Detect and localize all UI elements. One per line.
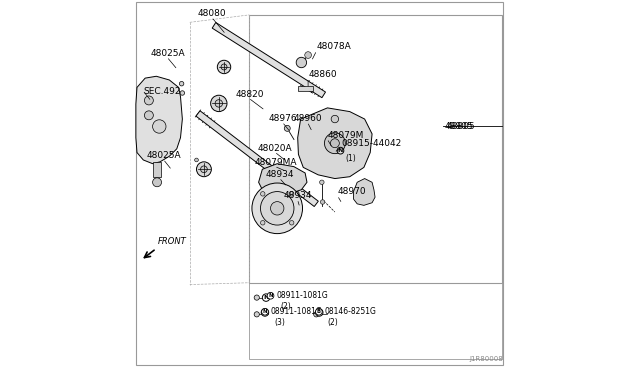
- Circle shape: [152, 120, 166, 133]
- Text: 48805: 48805: [447, 122, 475, 131]
- Text: (2): (2): [280, 302, 291, 311]
- Text: 08915-44042: 08915-44042: [342, 139, 402, 148]
- Polygon shape: [212, 22, 326, 98]
- Circle shape: [196, 162, 211, 177]
- Text: 48970: 48970: [338, 187, 367, 196]
- Circle shape: [262, 308, 268, 315]
- Circle shape: [260, 192, 294, 225]
- Circle shape: [195, 158, 198, 162]
- Circle shape: [145, 111, 154, 120]
- Circle shape: [262, 294, 270, 301]
- Circle shape: [180, 91, 184, 95]
- Text: SEC.492: SEC.492: [143, 87, 181, 96]
- Circle shape: [296, 57, 307, 68]
- Text: 48080: 48080: [198, 9, 227, 18]
- Text: 48805: 48805: [445, 122, 473, 131]
- Circle shape: [211, 95, 227, 112]
- Text: 08146-8251G: 08146-8251G: [324, 307, 376, 316]
- Text: 48976: 48976: [269, 114, 297, 123]
- Circle shape: [260, 192, 265, 196]
- Circle shape: [316, 309, 323, 316]
- Text: 48934: 48934: [266, 170, 294, 179]
- Text: B: B: [317, 310, 322, 315]
- Circle shape: [267, 292, 274, 299]
- Circle shape: [331, 115, 339, 123]
- Circle shape: [330, 139, 339, 148]
- Circle shape: [319, 180, 324, 185]
- Circle shape: [324, 133, 346, 154]
- Bar: [250, 283, 502, 359]
- Circle shape: [305, 52, 312, 58]
- Text: 48025A: 48025A: [150, 49, 185, 58]
- Text: 48820: 48820: [235, 90, 264, 99]
- Circle shape: [271, 202, 284, 215]
- Text: N: N: [268, 293, 273, 298]
- Text: 08911-1081G: 08911-1081G: [271, 307, 323, 316]
- Polygon shape: [298, 108, 372, 179]
- Text: FRONT: FRONT: [158, 237, 187, 246]
- Circle shape: [314, 312, 319, 317]
- Circle shape: [260, 221, 265, 225]
- Text: 48934: 48934: [284, 191, 312, 200]
- Text: 48960: 48960: [293, 114, 322, 123]
- Bar: [298, 86, 312, 91]
- Text: 08911-1081G: 08911-1081G: [276, 291, 328, 300]
- Circle shape: [152, 178, 161, 187]
- Polygon shape: [353, 179, 375, 205]
- Polygon shape: [196, 111, 318, 206]
- Circle shape: [252, 183, 303, 234]
- Circle shape: [289, 192, 294, 196]
- Text: 48079M: 48079M: [328, 131, 364, 140]
- Circle shape: [221, 64, 227, 70]
- Circle shape: [200, 166, 207, 173]
- Polygon shape: [259, 164, 307, 195]
- Text: (1): (1): [346, 154, 356, 163]
- Text: N: N: [264, 295, 269, 300]
- Text: 48079MA: 48079MA: [254, 158, 296, 167]
- Circle shape: [284, 125, 291, 131]
- Text: 48020A: 48020A: [258, 144, 292, 153]
- Text: 48860: 48860: [308, 70, 337, 79]
- Polygon shape: [136, 76, 182, 164]
- Bar: [250, 15, 502, 283]
- Text: 48078A: 48078A: [316, 42, 351, 51]
- Circle shape: [215, 100, 223, 107]
- Text: N: N: [262, 309, 267, 314]
- Text: N: N: [338, 148, 343, 153]
- Text: J1R80008: J1R80008: [469, 356, 503, 362]
- Text: (2): (2): [328, 318, 338, 327]
- Text: B: B: [317, 309, 321, 314]
- Circle shape: [179, 81, 184, 86]
- Circle shape: [316, 308, 322, 315]
- Circle shape: [337, 147, 344, 154]
- Bar: [154, 162, 161, 177]
- Text: 48025A: 48025A: [147, 151, 181, 160]
- Circle shape: [145, 96, 154, 105]
- Text: (3): (3): [275, 318, 285, 327]
- Circle shape: [261, 309, 269, 316]
- Circle shape: [254, 295, 259, 300]
- Circle shape: [321, 200, 325, 204]
- Circle shape: [254, 312, 259, 317]
- Text: N: N: [262, 310, 268, 315]
- Circle shape: [218, 60, 231, 74]
- Circle shape: [289, 221, 294, 225]
